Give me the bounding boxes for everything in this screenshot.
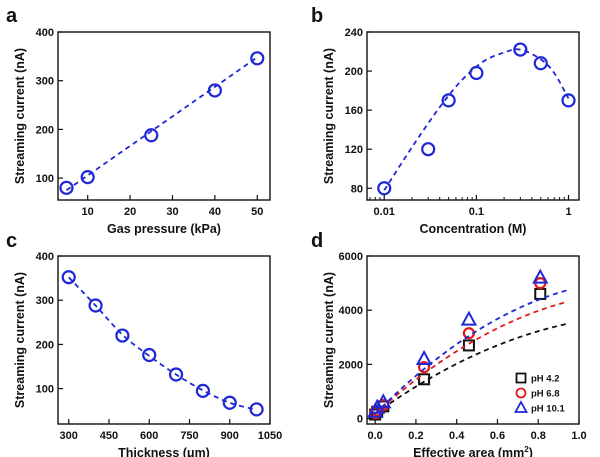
- data-point: [462, 339, 475, 352]
- y-tick-label: 6000: [339, 251, 363, 263]
- x-tick-label: 300: [60, 430, 78, 442]
- data-point: [534, 287, 547, 300]
- x-tick-label: 10: [82, 206, 94, 218]
- data-point: [88, 298, 103, 313]
- data-point: [59, 180, 74, 195]
- y-tick-label: 200: [36, 124, 54, 136]
- x-tick-label: 0.01: [374, 206, 395, 218]
- panel-a: a 10 20 30 40 50 100 200 300 400 Gas pressure (kPa…: [6, 5, 271, 236]
- data-point: [115, 328, 130, 343]
- data-point: [207, 83, 222, 98]
- legend-label: pH 4.2: [531, 374, 560, 385]
- x-axis-label: Concentration (M): [420, 222, 527, 236]
- y-tick-label: 300: [36, 76, 54, 88]
- legend-marker: [515, 372, 527, 384]
- axes-frame: [57, 255, 271, 425]
- y-tick-label: 80: [351, 183, 363, 195]
- x-tick-label: 20: [124, 206, 136, 218]
- x-axis-label: Effective area (mm2): [413, 445, 533, 457]
- y-axis-label: Streaming current (nA): [322, 48, 336, 184]
- fit-line: [65, 56, 258, 191]
- y-tick-label: 4000: [339, 305, 363, 317]
- data-point: [61, 270, 76, 285]
- x-tick-label: 30: [166, 206, 178, 218]
- data-point: [222, 395, 237, 410]
- y-axis-label: Streaming current (nA): [13, 272, 27, 408]
- y-tick-label: 400: [36, 251, 54, 263]
- y-tick-label: 100: [36, 173, 54, 185]
- panel-label-d: d: [311, 230, 323, 252]
- y-tick-label: 0: [357, 414, 363, 426]
- y-tick-label: 120: [345, 144, 363, 156]
- y-tick-label: 400: [36, 27, 54, 39]
- x-tick-label: 40: [209, 206, 221, 218]
- data-point: [421, 142, 436, 157]
- data-point: [418, 373, 431, 386]
- y-axis-label: Streaming current (nA): [13, 48, 27, 184]
- data-point: [144, 128, 159, 143]
- y-tick-label: 2000: [339, 359, 363, 371]
- y-tick-label: 200: [36, 339, 54, 351]
- x-tick-label: 0.2: [408, 430, 423, 442]
- y-tick-label: 300: [36, 295, 54, 307]
- data-point: [377, 181, 392, 196]
- y-tick-label: 240: [345, 27, 363, 39]
- x-tick-label: 0.4: [449, 430, 465, 442]
- panel-label-b: b: [311, 5, 323, 27]
- data-point: [469, 65, 484, 81]
- x-tick-label: 1050: [258, 430, 282, 442]
- y-axis-label: Streaming current (nA): [322, 272, 336, 408]
- data-point: [168, 367, 184, 382]
- panel-d: d 0.0 0.2 0.4 0.6 0.8 1.0 0 2000 4000 6000 Effectiv…: [311, 230, 587, 457]
- x-tick-label: 750: [180, 430, 198, 442]
- panel-label-a: a: [6, 5, 18, 27]
- panel-b: b 0.01 0.1 1 80 120 160 200 240 Concentration (M)…: [311, 5, 580, 236]
- data-point: [142, 347, 157, 363]
- panel-label-c: c: [6, 230, 17, 252]
- axes-frame: [366, 255, 580, 425]
- y-tick-label: 100: [36, 384, 54, 396]
- data-point: [533, 56, 548, 71]
- data-point: [195, 383, 211, 398]
- data-point: [80, 170, 95, 185]
- axes-frame: [366, 31, 580, 201]
- legend-marker: [513, 400, 529, 413]
- legend-label: pH 6.8: [531, 389, 560, 400]
- y-tick-label: 160: [345, 105, 363, 117]
- x-tick-label: 0.1: [469, 206, 484, 218]
- data-point: [249, 402, 264, 417]
- y-tick-label: 200: [345, 66, 363, 78]
- data-point: [513, 42, 528, 57]
- data-point: [441, 93, 456, 108]
- data-point: [415, 349, 433, 365]
- x-tick-label: 600: [140, 430, 158, 442]
- data-point: [375, 393, 392, 409]
- x-tick-label: 900: [221, 430, 239, 442]
- axes-frame: [57, 31, 271, 201]
- x-tick-label: 0.8: [531, 430, 546, 442]
- data-point: [417, 360, 431, 374]
- fit-line: [374, 301, 568, 415]
- x-tick-label: 450: [100, 430, 118, 442]
- x-tick-label: 0.0: [368, 430, 383, 442]
- data-point: [250, 51, 265, 66]
- data-point: [460, 310, 478, 326]
- legend-label: pH 10.1: [531, 404, 566, 415]
- fit-line: [383, 48, 570, 191]
- panel-c: c 300 450 600 750 900 1050 100 200 300 400 Thicknes…: [6, 230, 282, 457]
- data-point: [532, 268, 549, 284]
- legend: pH 4.2 pH 6.8 pH 10.1: [513, 372, 566, 415]
- x-axis-label: Thickness (μm): [118, 446, 210, 457]
- legend-marker: [515, 387, 527, 399]
- fit-line: [68, 276, 257, 411]
- x-tick-label: 1: [565, 206, 571, 218]
- x-tick-label: 0.6: [490, 430, 505, 442]
- x-axis-label: Gas pressure (kPa): [107, 222, 221, 236]
- fit-line: [374, 323, 567, 415]
- x-tick-label: 1.0: [571, 430, 586, 442]
- data-point: [561, 93, 576, 108]
- x-tick-label: 50: [251, 206, 263, 218]
